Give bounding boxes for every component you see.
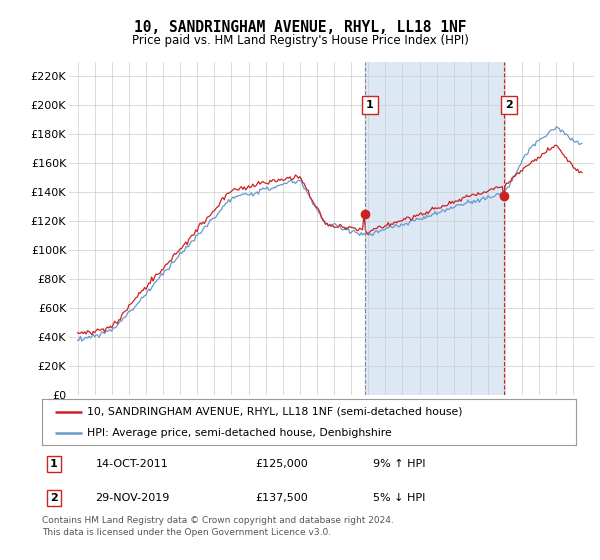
Bar xyxy=(365,62,504,395)
Text: £137,500: £137,500 xyxy=(256,493,308,503)
Text: 2: 2 xyxy=(505,100,513,110)
Text: HPI: Average price, semi-detached house, Denbighshire: HPI: Average price, semi-detached house,… xyxy=(88,428,392,438)
Text: 29-NOV-2019: 29-NOV-2019 xyxy=(95,493,170,503)
Text: £125,000: £125,000 xyxy=(256,459,308,469)
Text: Price paid vs. HM Land Registry's House Price Index (HPI): Price paid vs. HM Land Registry's House … xyxy=(131,34,469,46)
Text: 14-OCT-2011: 14-OCT-2011 xyxy=(95,459,168,469)
Text: 2: 2 xyxy=(50,493,58,503)
Text: 1: 1 xyxy=(50,459,58,469)
Text: 5% ↓ HPI: 5% ↓ HPI xyxy=(373,493,425,503)
Text: 10, SANDRINGHAM AVENUE, RHYL, LL18 1NF (semi-detached house): 10, SANDRINGHAM AVENUE, RHYL, LL18 1NF (… xyxy=(88,407,463,417)
Text: 9% ↑ HPI: 9% ↑ HPI xyxy=(373,459,425,469)
Text: 1: 1 xyxy=(366,100,374,110)
Text: 10, SANDRINGHAM AVENUE, RHYL, LL18 1NF: 10, SANDRINGHAM AVENUE, RHYL, LL18 1NF xyxy=(134,20,466,35)
Text: Contains HM Land Registry data © Crown copyright and database right 2024.
This d: Contains HM Land Registry data © Crown c… xyxy=(42,516,394,537)
